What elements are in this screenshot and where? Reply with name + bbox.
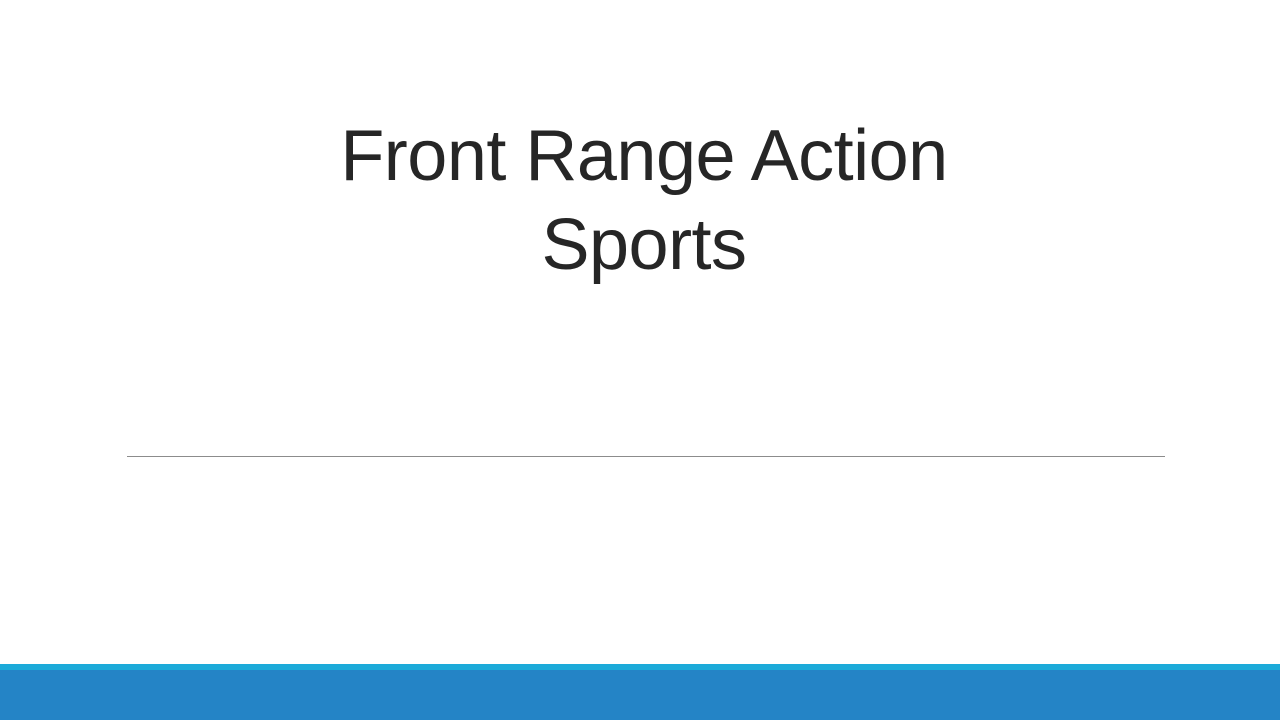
footer-accent-stripe [0, 664, 1280, 670]
slide-title-line-2: Sports [541, 205, 747, 285]
slide-title-line-1: Front Range Action [340, 116, 948, 196]
slide-title[interactable]: Front Range Action Sports [140, 112, 1148, 290]
footer-accent-band [0, 670, 1280, 720]
title-divider [127, 456, 1165, 457]
